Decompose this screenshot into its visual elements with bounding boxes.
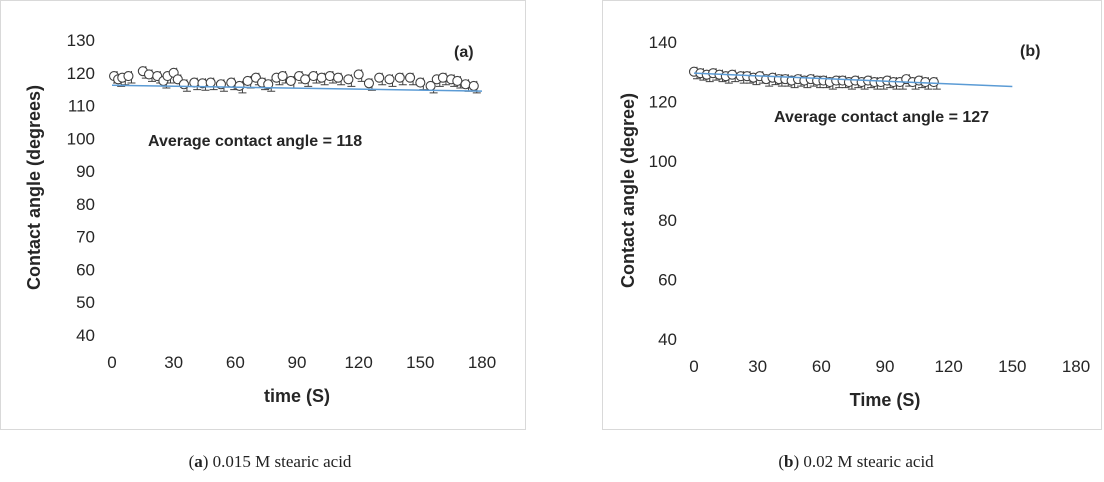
chart-a-data-point: [178, 79, 189, 90]
chart-b-xtick-label: 0: [689, 357, 698, 376]
chart-a-xtick-label: 60: [226, 353, 245, 372]
caption-a-text: ) 0.015 M stearic acid: [202, 452, 352, 471]
chart-a-xtick-label: 0: [107, 353, 116, 372]
chart-a-ylabel: Contact angle (degrees): [24, 85, 44, 290]
caption-a: (a) 0.015 M stearic acid: [188, 452, 352, 471]
chart-a-annotation: Average contact angle = 118: [148, 133, 362, 150]
chart-a-data-point: [226, 77, 237, 88]
caption-b: (b) 0.02 M stearic acid: [778, 452, 934, 471]
chart-a-ytick-label: 80: [76, 195, 95, 214]
chart-a-data-point: [234, 80, 245, 91]
chart-a-xlabel: time (S): [264, 386, 330, 406]
chart-b-ytick-label: 60: [658, 271, 677, 290]
chart-a-data-point: [452, 75, 463, 87]
chart-panel-a: 40 50 60 70 80 90 100 110 120 130 0 30 60 90 120 150 180…: [0, 0, 526, 430]
chart-a-data-point: [263, 79, 274, 90]
chart-a-data-point: [333, 72, 344, 83]
chart-b-xtick-label: 90: [876, 357, 895, 376]
chart-a-xtick-label: 150: [406, 353, 434, 372]
chart-a-data-point: [460, 79, 471, 90]
chart-a-trendline: [111, 84, 483, 92]
chart-a-data-point: [285, 75, 296, 87]
chart-a-ytick-label: 120: [67, 64, 95, 83]
chart-b-xtick-label: 60: [812, 357, 831, 376]
chart-a-data-point: [242, 75, 253, 87]
chart-b-xtick-label: 180: [1062, 357, 1090, 376]
chart-b-data-point: [928, 77, 939, 88]
chart-a-data-point: [437, 72, 448, 83]
chart-a-ytick-label: 110: [68, 97, 95, 116]
caption-b-letter: b: [784, 452, 794, 471]
chart-b-svg: 40 60 80 100 120 140 0 30 60 90 120 150 180 Time (S) C…: [602, 0, 1102, 430]
chart-a-xtick-label: 120: [344, 353, 372, 372]
chart-a-data-point: [405, 72, 416, 83]
chart-a-data-point: [394, 72, 405, 83]
chart-a-data-point: [415, 77, 426, 88]
chart-a-ytick-label: 130: [67, 31, 95, 50]
chart-b-panel-label: (b): [1020, 43, 1040, 60]
caption-b-text: ) 0.02 M stearic acid: [793, 452, 934, 471]
chart-a-data-point: [468, 80, 479, 91]
chart-b-xtick-label: 150: [998, 357, 1026, 376]
chart-a-ytick-label: 40: [76, 326, 95, 345]
chart-b-trendline: [693, 72, 1013, 88]
chart-a-ytick-label: 100: [67, 129, 95, 148]
chart-a-ytick-label: 90: [76, 162, 95, 181]
chart-b-ytick-label: 40: [658, 330, 677, 349]
chart-a-xtick-label: 30: [164, 353, 183, 372]
chart-a-ytick-label: 60: [76, 260, 95, 279]
chart-b-ytick-label: 80: [658, 211, 677, 230]
chart-a-border: [0, 0, 526, 430]
chart-a-data-point: [343, 74, 354, 85]
chart-b-xlabel: Time (S): [850, 390, 921, 410]
chart-a-data-point: [143, 69, 155, 80]
chart-a-data-point: [324, 71, 335, 82]
chart-a-data-point: [123, 71, 134, 82]
chart-b-ytick-label: 120: [649, 92, 677, 111]
chart-b-ylabel: Contact angle (degree): [618, 93, 638, 288]
chart-a-data-point: [353, 69, 364, 80]
chart-a-data-point: [300, 74, 311, 85]
chart-a-ytick-label: 70: [76, 228, 95, 247]
chart-b-ytick-label: 140: [649, 33, 677, 52]
chart-panel-b: 40 60 80 100 120 140 0 30 60 90 120 150 180 Time (S) C…: [602, 0, 1102, 430]
chart-a-data-point: [205, 77, 216, 88]
caption-a-letter: a: [194, 452, 203, 471]
chart-a-data-point: [316, 72, 327, 83]
chart-a-data-point: [363, 78, 374, 89]
chart-a-data-point: [384, 74, 395, 85]
chart-a-panel-label: (a): [454, 44, 474, 61]
chart-b-xtick-label: 30: [748, 357, 767, 376]
chart-a-data-point: [308, 71, 319, 82]
chart-a-svg: 40 50 60 70 80 90 100 110 120 130 0 30 60 90 120 150 180…: [0, 0, 526, 430]
chart-b-border: [602, 0, 1102, 430]
chart-a-xtick-label: 90: [288, 353, 307, 372]
chart-a-data-point: [277, 71, 288, 82]
chart-b-xtick-label: 120: [934, 357, 962, 376]
chart-a-data-point: [374, 72, 385, 83]
chart-b-annotation: Average contact angle = 127: [774, 109, 989, 126]
chart-a-ytick-label: 50: [76, 293, 95, 312]
chart-a-xtick-label: 180: [468, 353, 496, 372]
chart-b-ytick-label: 100: [649, 152, 677, 171]
